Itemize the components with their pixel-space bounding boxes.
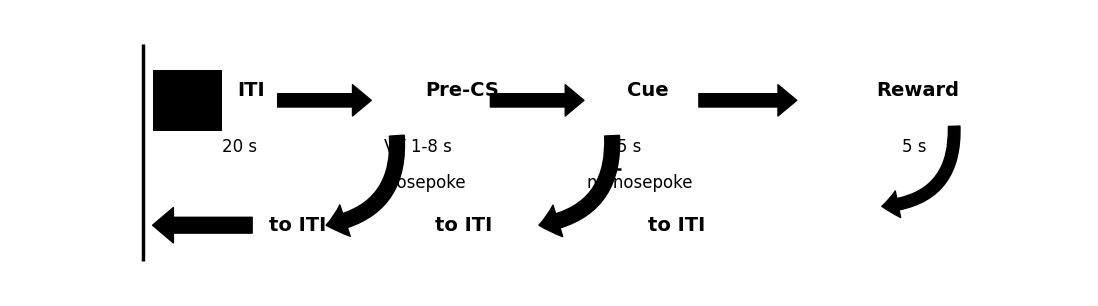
- Text: ITI: ITI: [237, 81, 266, 100]
- Text: Pre-CS: Pre-CS: [425, 81, 498, 100]
- Text: VT 1-8 s: VT 1-8 s: [384, 138, 452, 156]
- Text: nosepoke: nosepoke: [386, 174, 467, 192]
- Text: Cue: Cue: [627, 81, 669, 100]
- Text: no nosepoke: no nosepoke: [586, 174, 692, 192]
- Text: to ITI: to ITI: [435, 216, 492, 235]
- Text: 5 s: 5 s: [901, 138, 927, 156]
- Text: ≤5 s: ≤5 s: [603, 138, 641, 156]
- Text: 20 s: 20 s: [222, 138, 257, 156]
- Text: to ITI: to ITI: [269, 216, 326, 235]
- FancyBboxPatch shape: [153, 70, 222, 131]
- Text: Reward: Reward: [876, 81, 959, 100]
- Text: to ITI: to ITI: [648, 216, 705, 235]
